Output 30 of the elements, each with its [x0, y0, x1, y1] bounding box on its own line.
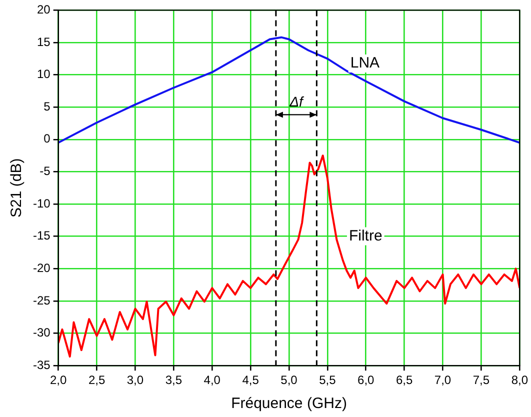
series-label: LNA: [350, 54, 380, 72]
y-tick-label: 15: [36, 34, 51, 49]
y-tick-label: -5: [40, 164, 51, 178]
series-label: Filtre: [348, 227, 382, 244]
y-tick-label: 10: [36, 67, 51, 82]
x-tick-label: 2,0: [50, 373, 68, 388]
x-axis-title: Fréquence (GHz): [231, 395, 347, 412]
x-tick-label: 3,5: [165, 373, 182, 388]
y-tick-label: -35: [33, 358, 51, 372]
y-tick-label: -10: [33, 196, 51, 210]
annotation: Δf: [288, 94, 306, 110]
x-tick-label: 3,0: [126, 373, 144, 388]
x-tick-label: 8,0: [511, 373, 528, 388]
x-tick-label: 4,0: [204, 373, 221, 388]
x-tick-label: 6,5: [396, 373, 413, 388]
y-axis-title: S21 (dB): [8, 158, 26, 218]
y-tick-label: -30: [33, 326, 51, 340]
x-tick-label: 4,5: [242, 373, 260, 388]
y-tick-label: -20: [33, 260, 51, 275]
y-tick-label: -25: [33, 293, 51, 308]
x-tick-label: 6,0: [358, 373, 375, 388]
y-tick-label: 20: [36, 2, 51, 17]
x-tick-label: 7,5: [472, 373, 490, 388]
y-tick-label: 0: [44, 132, 51, 146]
y-tick-label: -15: [33, 228, 51, 243]
x-tick-label: 5,5: [319, 373, 336, 388]
y-tick-label: 5: [44, 99, 51, 114]
x-tick-label: 5,0: [280, 373, 298, 388]
x-tick-label: 7,0: [434, 373, 452, 388]
x-tick-label: 2,5: [88, 373, 106, 388]
